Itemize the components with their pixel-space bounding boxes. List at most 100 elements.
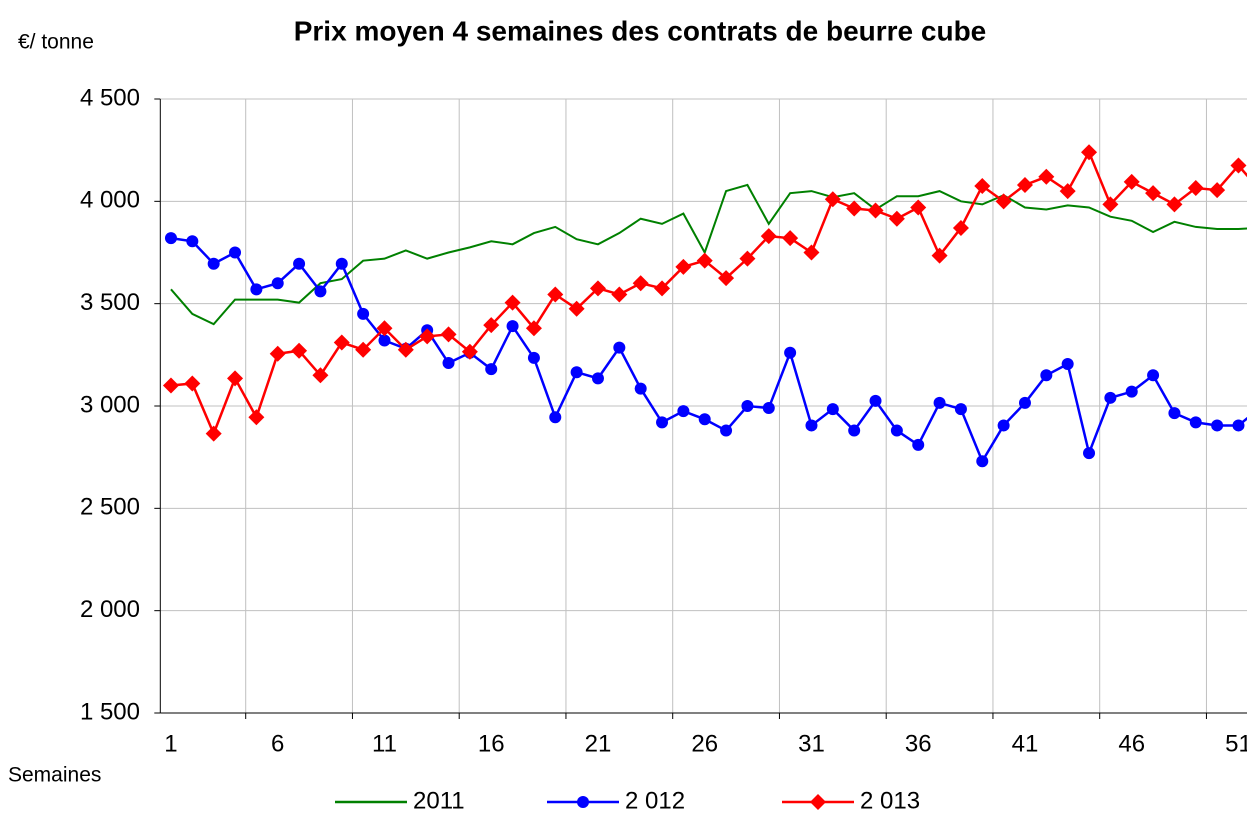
point (869, 394, 882, 407)
point (1059, 183, 1076, 200)
point (933, 396, 946, 409)
point (461, 343, 478, 360)
point (205, 425, 222, 442)
point (654, 280, 671, 297)
point (291, 342, 308, 359)
point (720, 424, 733, 437)
legend-item: 2 012 (547, 787, 685, 814)
point (1145, 185, 1162, 202)
series-line (170, 149, 1247, 437)
point (760, 228, 777, 245)
point (577, 796, 589, 808)
point (589, 280, 606, 297)
point (634, 382, 647, 395)
point (810, 794, 826, 810)
legend-label: 2011 (413, 787, 465, 814)
point (1168, 407, 1181, 420)
point (184, 375, 201, 392)
point (164, 232, 177, 245)
y-tick-label: 3 500 (80, 289, 140, 316)
point (931, 247, 948, 264)
point (1125, 385, 1138, 398)
point (1102, 196, 1119, 213)
point (483, 317, 500, 334)
y-tick-label: 4 500 (80, 84, 140, 111)
point (1230, 157, 1247, 174)
point (741, 400, 754, 412)
point (805, 419, 818, 432)
point (591, 372, 604, 385)
point (250, 283, 263, 296)
point (397, 341, 414, 358)
point (570, 366, 583, 379)
point (762, 402, 775, 415)
point (314, 285, 327, 298)
x-tick-label: 16 (478, 730, 505, 757)
point (227, 370, 244, 387)
point (1209, 182, 1226, 199)
point (1016, 176, 1033, 193)
point (824, 191, 841, 208)
point (1147, 369, 1160, 382)
point (333, 334, 350, 351)
point (269, 345, 286, 362)
point (698, 413, 711, 426)
point (1232, 419, 1245, 432)
point (910, 199, 927, 216)
point (1040, 369, 1053, 382)
x-tick-label: 21 (585, 730, 612, 757)
series-line (170, 183, 1247, 326)
series-line (170, 236, 1247, 465)
legend-label: 2 012 (625, 787, 685, 814)
point (335, 257, 348, 270)
y-tick-label: 2 500 (80, 494, 140, 521)
point (848, 424, 861, 437)
point (549, 411, 562, 424)
point (912, 438, 925, 451)
point (1189, 416, 1202, 429)
point (355, 341, 372, 358)
x-axis-label: Semaines (8, 764, 101, 787)
point (656, 416, 669, 429)
point (376, 320, 393, 337)
point (293, 257, 306, 270)
point (357, 307, 370, 320)
point (485, 363, 498, 376)
point (207, 257, 220, 270)
y-tick-label: 3 000 (80, 391, 140, 418)
x-tick-label: 51 (1225, 730, 1247, 757)
point (846, 200, 863, 217)
point (506, 320, 519, 333)
point (976, 455, 989, 468)
point (1061, 358, 1074, 371)
point (675, 258, 692, 275)
point (312, 367, 329, 384)
point (995, 193, 1012, 210)
point (378, 334, 391, 347)
point (527, 351, 540, 364)
legend-item: 2011 (335, 787, 465, 814)
point (611, 286, 628, 303)
point (739, 250, 756, 267)
point (1083, 447, 1096, 460)
point (1038, 168, 1055, 185)
point (782, 230, 799, 247)
y-tick-label: 4 000 (80, 187, 140, 214)
point (525, 320, 542, 337)
point (613, 341, 626, 354)
point (1018, 396, 1031, 409)
point (677, 405, 690, 418)
point (248, 409, 265, 426)
point (162, 377, 179, 394)
x-tick-label: 11 (372, 730, 397, 757)
point (1081, 144, 1098, 161)
point (504, 294, 521, 311)
legend-item: 2 013 (782, 787, 920, 814)
y-axis-label: €/ tonne (18, 31, 94, 54)
y-tick-label: 1 500 (80, 698, 140, 725)
x-tick-label: 26 (691, 730, 718, 757)
x-tick-label: 46 (1118, 730, 1145, 757)
point (271, 277, 284, 290)
point (974, 177, 991, 194)
